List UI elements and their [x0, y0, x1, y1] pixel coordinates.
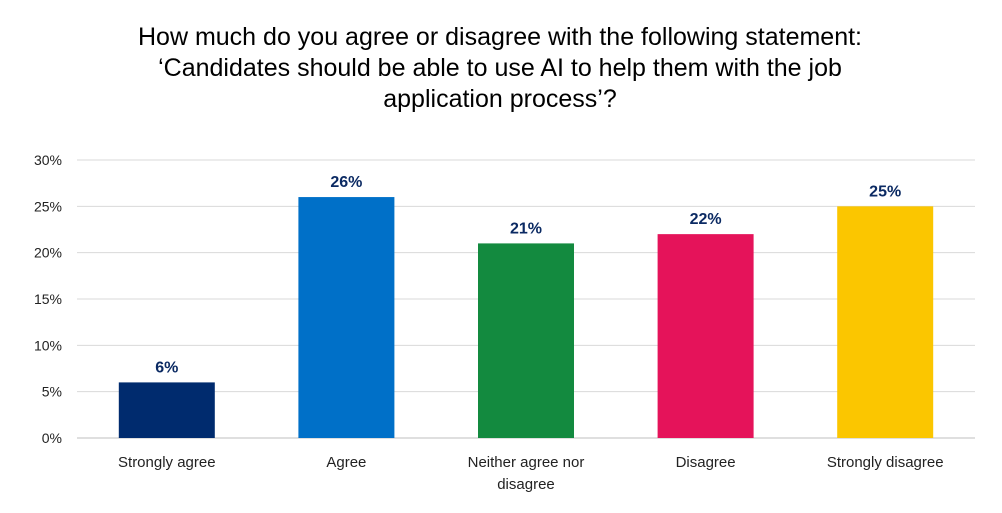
- chart-title-line-1: How much do you agree or disagree with t…: [138, 23, 862, 51]
- category-label: Disagree: [676, 454, 736, 471]
- bars: [118, 197, 934, 438]
- bar-neither-agree-nor-disagree: [478, 243, 574, 438]
- category-label: Strongly agree: [118, 454, 216, 471]
- chart-title: How much do you agree or disagree with t…: [60, 22, 940, 115]
- data-label: 6%: [155, 359, 178, 376]
- bar-disagree: [657, 234, 754, 438]
- y-tick-label: 25%: [34, 198, 62, 214]
- chart-title-line-2: ‘Candidates should be able to use AI to …: [158, 54, 842, 82]
- category-label: disagree: [497, 476, 555, 493]
- category-label: Strongly disagree: [827, 454, 944, 471]
- y-tick-label: 10%: [34, 337, 62, 353]
- bar-strongly-agree: [118, 382, 215, 438]
- category-label: Neither agree nor: [468, 454, 585, 471]
- y-tick-label: 0%: [42, 430, 62, 446]
- bar-agree: [298, 197, 395, 438]
- category-labels: Strongly agree Agree Neither agree nor disa…: [118, 454, 944, 493]
- y-tick-label: 30%: [34, 152, 62, 168]
- data-label: 22%: [690, 211, 722, 228]
- y-axis-ticks: 0% 5% 10% 15% 20% 25% 30%: [34, 152, 62, 446]
- bar-strongly-disagree: [837, 206, 934, 438]
- data-label: 25%: [869, 183, 901, 200]
- data-labels: 6% 26% 21% 22% 25%: [155, 174, 901, 376]
- y-tick-label: 5%: [42, 384, 62, 400]
- data-label: 26%: [330, 174, 362, 191]
- data-label: 21%: [510, 220, 542, 237]
- chart-title-line-3: application process’?: [383, 85, 617, 113]
- y-tick-label: 15%: [34, 291, 62, 307]
- category-label: Agree: [326, 454, 366, 471]
- y-tick-label: 20%: [34, 245, 62, 261]
